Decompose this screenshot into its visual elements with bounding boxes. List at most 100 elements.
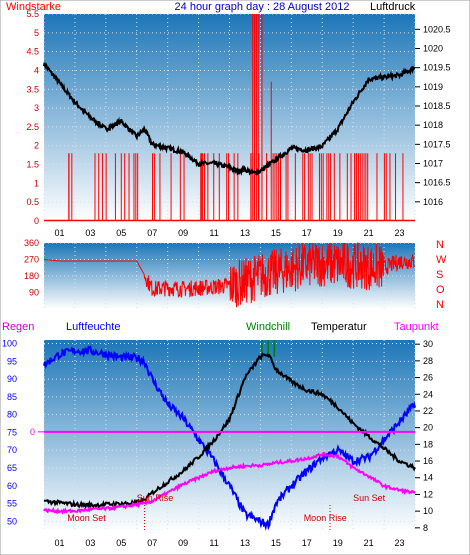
x-tick-label: 13: [240, 228, 250, 238]
windstarke-tick-label: 3.5: [26, 84, 39, 94]
luftdruck-series: [43, 62, 416, 176]
wind-direction-axis: 90 180 270 360: [24, 238, 39, 298]
temperatur-tick-label: 8: [423, 523, 428, 533]
temperatur-legend: Temperatur: [311, 321, 367, 333]
x-tick-label: 09: [178, 538, 188, 548]
luftfeuchte-tick-label: 95: [7, 356, 17, 366]
x-tick-label: 05: [116, 538, 126, 548]
windstarke-tick-label: 4: [34, 65, 39, 75]
sun-moon-events: Sun Rise Moon Set Sun Set Moon Rise: [67, 493, 386, 532]
x-tick-label: 11: [209, 228, 218, 238]
luftdruck-title: Luftdruck: [370, 1, 416, 13]
luftdruck-tick-label: 1019: [423, 82, 443, 92]
windstarke-tick-label: 4.5: [26, 47, 39, 57]
taupunkt-series: [43, 452, 416, 515]
x-tick-label: 15: [271, 228, 281, 238]
panel-wind-pressure-x-axis: 01 03 05 07 09 11 13 15 17 19 21 23: [54, 228, 404, 238]
x-tick-label: 01: [54, 538, 64, 548]
windstarke-tick-label: 1.5: [26, 160, 39, 170]
compass-label: N: [436, 299, 444, 311]
windstarke-axis: 0 0.5 1 1.5 2 2.5 3 3.5 4 4.5 5 5.5: [26, 9, 39, 226]
compass-label: S: [436, 269, 443, 281]
temperatur-tick-label: 20: [423, 423, 433, 433]
temperatur-tick-label: 16: [423, 456, 433, 466]
x-tick-label: 01: [54, 228, 64, 238]
x-tick-label: 11: [209, 538, 218, 548]
x-tick-label: 07: [147, 228, 157, 238]
panel-humidity-temperature-x-axis: 01 03 05 07 09 11 13 15 17 19 21 23: [54, 538, 404, 548]
luftfeuchte-tick-label: 55: [7, 499, 17, 509]
luftdruck-tick-label: 1017: [423, 159, 443, 169]
luftfeuchte-tick-label: 90: [7, 374, 17, 384]
x-tick-label: 21: [364, 538, 374, 548]
x-tick-label: 03: [85, 228, 95, 238]
x-tick-label: 17: [302, 538, 312, 548]
luftfeuchte-tick-label: 70: [7, 445, 17, 455]
compass-label: N: [436, 239, 444, 251]
luftfeuchte-tick-label: 80: [7, 410, 17, 420]
temperatur-tick-label: 22: [423, 406, 433, 416]
windstarke-tick-label: 1: [34, 178, 39, 188]
compass-label: W: [436, 254, 447, 266]
luftfeuchte-tick-label: 60: [7, 481, 17, 491]
wind-direction-tick-label: 180: [24, 271, 39, 281]
temperatur-tick-label: 18: [423, 439, 433, 449]
wind-direction-tick-label: 360: [24, 238, 39, 248]
temperatur-tick-label: 24: [423, 389, 433, 399]
windstarke-tick-label: 0: [34, 216, 39, 226]
x-tick-label: 07: [147, 538, 157, 548]
windstarke-tick-label: 5: [34, 28, 39, 38]
temperatur-tick-label: 10: [423, 506, 433, 516]
wind-direction-tick-label: 270: [24, 255, 39, 265]
x-tick-label: 19: [333, 538, 343, 548]
luftfeuchte-tick-label: 50: [7, 516, 17, 526]
luftdruck-tick-label: 1018.5: [423, 101, 451, 111]
event-label: Moon Rise: [304, 513, 347, 523]
luftdruck-tick-label: 1016.5: [423, 178, 451, 188]
temperatur-tick-label: 26: [423, 373, 433, 383]
event-label: Sun Rise: [137, 493, 174, 503]
x-tick-label: 17: [302, 228, 312, 238]
temperatur-series: [43, 352, 416, 510]
taupunkt-legend: Taupunkt: [394, 321, 439, 333]
luftdruck-tick-label: 1019.5: [423, 63, 451, 73]
x-tick-label: 19: [333, 228, 343, 238]
x-tick-label: 09: [178, 228, 188, 238]
luftfeuchte-tick-label: 65: [7, 463, 17, 473]
wind-direction-tick-label: 90: [29, 288, 39, 298]
compass-label: O: [436, 284, 445, 296]
temperatur-tick-label: 14: [423, 473, 433, 483]
temperatur-tick-label: 28: [423, 356, 433, 366]
luftdruck-tick-label: 1020.5: [423, 24, 451, 34]
windstarke-tick-label: 0.5: [26, 197, 39, 207]
x-tick-label: 21: [364, 228, 374, 238]
x-tick-label: 15: [271, 538, 281, 548]
panel-wind-pressure: [44, 14, 415, 221]
x-tick-label: 13: [240, 538, 250, 548]
luftfeuchte-axis: 50 55 60 65 70 75 80 85 90 95 100: [2, 339, 44, 526]
x-tick-label: 03: [85, 538, 95, 548]
x-tick-label: 23: [395, 228, 405, 238]
luftdruck-axis: 1016 1016.5 1017 1017.5 1018 1018.5 1019 1019.5…: [415, 24, 451, 207]
temperatur-tick-label: 12: [423, 489, 433, 499]
windstarke-tick-label: 3: [34, 103, 39, 113]
luftdruck-tick-label: 1020: [423, 44, 443, 54]
luftdruck-tick-label: 1016: [423, 197, 443, 207]
luftfeuchte-tick-label: 100: [2, 339, 17, 349]
windstarke-title: Windstarke: [6, 1, 61, 13]
luftfeuchte-tick-label: 85: [7, 392, 17, 402]
regen-legend: Regen: [2, 321, 34, 333]
event-label: Moon Set: [67, 513, 106, 523]
luftfeuchte-legend: Luftfeuchte: [66, 321, 120, 333]
windchill-legend: Windchill: [246, 321, 290, 333]
temperatur-tick-label: 30: [423, 339, 433, 349]
windstarke-series: [44, 14, 415, 222]
x-tick-label: 05: [116, 228, 126, 238]
luftfeuchte-series: [43, 345, 416, 531]
regen-zero-label: 0: [30, 427, 35, 437]
luftfeuchte-tick-label: 75: [7, 427, 17, 437]
event-label: Sun Set: [353, 493, 386, 503]
